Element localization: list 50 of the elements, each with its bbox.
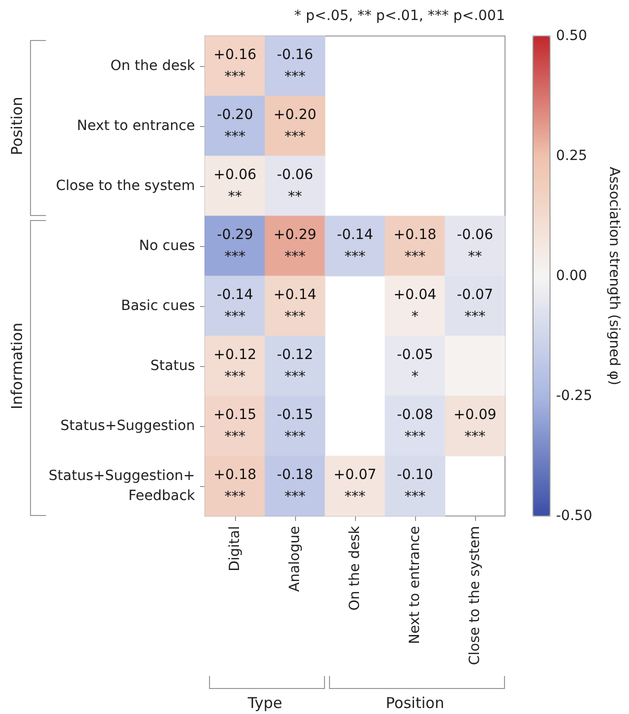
data-label: -0.14 ***	[336, 227, 374, 265]
text: Position	[386, 694, 444, 712]
color-bar-label: 0.00	[556, 268, 588, 284]
data-label: +0.16 ***	[214, 47, 257, 85]
color-bar-title: Association strength (signed φ)	[606, 166, 622, 386]
data-label: +0.09 ***	[454, 407, 496, 445]
data-label: +0.15 ***	[214, 407, 256, 445]
text: * p<.05, ** p<.01, *** p<.001	[294, 8, 505, 24]
y-tick-label: On the desk	[110, 58, 196, 74]
x-tick-label: Next to entrance	[407, 526, 423, 644]
text: Information	[8, 322, 26, 410]
data-label: +0.04 *	[394, 287, 437, 325]
data-label: -0.29 ***	[216, 227, 254, 265]
color-bar-label: 0.50	[556, 28, 588, 44]
x-tick-label: On the desk	[347, 525, 363, 611]
y-tick-label: Next to entrance	[76, 118, 195, 134]
x-tick-label: Close to the system	[467, 526, 483, 666]
data-label: -0.06 **	[276, 167, 314, 205]
data-label: -0.07 ***	[456, 287, 494, 325]
color-bar-label: 0.25	[556, 148, 588, 164]
data-label: +0.07 ***	[334, 467, 376, 505]
data-label: -0.10 ***	[396, 467, 434, 505]
data-label: -0.05 *	[396, 347, 434, 385]
x-tick-label: Digital	[227, 526, 243, 572]
color-bar-label: -0.50	[556, 508, 592, 524]
y-tick-label: No cues	[139, 238, 195, 254]
y-tick-label: Basic cues	[121, 298, 195, 314]
data-label: +0.12 ***	[214, 347, 256, 385]
y-tick-label: Status+Suggestion+ Feedback	[48, 468, 196, 504]
data-label: +0.06 **	[214, 167, 257, 205]
y-tick-label: Close to the system	[56, 178, 195, 194]
data-label: +0.18 ***	[214, 467, 256, 505]
data-label: -0.08 ***	[396, 407, 434, 445]
data-label: -0.18 ***	[276, 467, 314, 505]
data-label: +0.29 ***	[274, 227, 316, 265]
y-tick-label: Status	[150, 358, 195, 374]
color-bar-label: -0.25	[556, 388, 592, 404]
data-label: -0.16 ***	[276, 47, 314, 85]
data-label: -0.12 ***	[276, 347, 314, 385]
y-tick-label: Status+Suggestion	[60, 418, 195, 434]
data-label: +0.18 ***	[394, 227, 436, 265]
data-label: -0.14 ***	[216, 287, 254, 325]
data-label: +0.14 ***	[274, 287, 317, 325]
data-label: -0.15 ***	[276, 407, 314, 445]
data-label: -0.20 ***	[216, 107, 254, 145]
data-label: +0.20 ***	[274, 107, 316, 145]
x-tick-label: Analogue	[287, 526, 303, 592]
text: Position	[8, 96, 26, 156]
text: Type	[248, 694, 282, 712]
data-label: -0.06 **	[456, 227, 494, 265]
